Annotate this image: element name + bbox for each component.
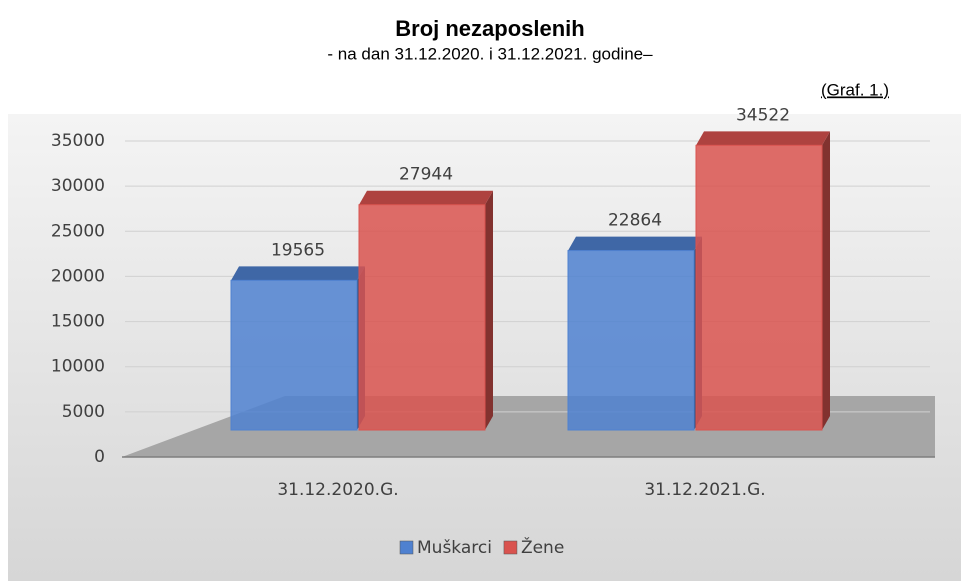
- y-tick-label: 20000: [51, 266, 105, 286]
- legend-swatch: [503, 540, 518, 555]
- bar: [358, 204, 486, 431]
- y-tick-label: 0: [94, 447, 105, 467]
- y-tick-label: 25000: [51, 221, 105, 241]
- bar-side: [485, 190, 493, 430]
- bar: [567, 250, 695, 431]
- bar-top: [696, 131, 830, 146]
- legend-label: Muškarci: [417, 538, 492, 558]
- bar-top: [568, 236, 702, 251]
- bar: [230, 279, 358, 431]
- y-tick-label: 10000: [51, 357, 105, 377]
- chart-title: Broj nezaposlenih: [395, 16, 584, 41]
- data-label: 34522: [736, 105, 790, 125]
- data-label: 22864: [608, 211, 662, 231]
- chart-note: (Graf. 1.): [821, 80, 889, 99]
- data-label: 27944: [399, 165, 453, 185]
- bar-top: [359, 190, 493, 205]
- legend-swatch: [399, 540, 414, 555]
- bar: [695, 144, 823, 431]
- bar-top: [231, 266, 365, 281]
- bar-side: [822, 131, 830, 430]
- y-tick-label: 35000: [51, 131, 105, 151]
- y-tick-label: 5000: [62, 402, 105, 422]
- x-tick-label: 31.12.2021.G.: [644, 480, 765, 500]
- y-tick-label: 30000: [51, 176, 105, 196]
- legend-label: Žene: [521, 536, 564, 558]
- chart-subtitle: - na dan 31.12.2020. i 31.12.2021. godin…: [327, 44, 653, 63]
- x-tick-label: 31.12.2020.G.: [277, 480, 398, 500]
- y-tick-label: 15000: [51, 312, 105, 332]
- data-label: 19565: [271, 240, 325, 260]
